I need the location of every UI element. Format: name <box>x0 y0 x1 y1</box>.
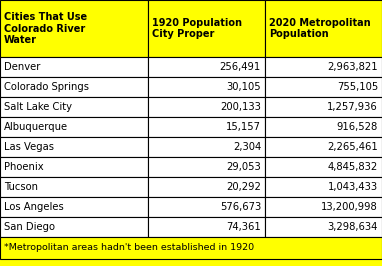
Text: 20,292: 20,292 <box>226 182 261 192</box>
Bar <box>0 217 148 237</box>
Bar <box>148 77 265 97</box>
Text: 1,257,936: 1,257,936 <box>327 102 378 112</box>
Text: 29,053: 29,053 <box>226 162 261 172</box>
Bar <box>0 177 148 197</box>
Bar <box>265 117 382 137</box>
Bar <box>148 117 265 137</box>
Bar <box>265 197 382 217</box>
Bar <box>265 137 382 157</box>
Text: 755,105: 755,105 <box>337 82 378 92</box>
Text: Los Angeles: Los Angeles <box>4 202 64 212</box>
Text: 916,528: 916,528 <box>337 122 378 132</box>
Text: 15,157: 15,157 <box>226 122 261 132</box>
Text: Colorado Springs: Colorado Springs <box>4 82 89 92</box>
Text: Albuquerque: Albuquerque <box>4 122 68 132</box>
Bar <box>148 97 265 117</box>
Bar <box>265 157 382 177</box>
Text: 2,963,821: 2,963,821 <box>327 62 378 72</box>
Text: 2,265,461: 2,265,461 <box>327 142 378 152</box>
Bar <box>0 237 382 259</box>
Text: 200,133: 200,133 <box>220 102 261 112</box>
Text: *Metropolitan areas hadn't been established in 1920: *Metropolitan areas hadn't been establis… <box>4 243 254 252</box>
Bar <box>148 157 265 177</box>
Text: Salt Lake City: Salt Lake City <box>4 102 72 112</box>
Bar <box>265 97 382 117</box>
Text: Las Vegas: Las Vegas <box>4 142 54 152</box>
Bar <box>265 77 382 97</box>
Bar <box>148 177 265 197</box>
Text: 576,673: 576,673 <box>220 202 261 212</box>
Text: 13,200,998: 13,200,998 <box>321 202 378 212</box>
Text: 2020 Metropolitan
Population: 2020 Metropolitan Population <box>269 18 371 39</box>
Bar <box>0 137 148 157</box>
Text: 74,361: 74,361 <box>226 222 261 232</box>
Bar <box>0 197 148 217</box>
Bar <box>0 97 148 117</box>
Text: 256,491: 256,491 <box>220 62 261 72</box>
Bar <box>148 137 265 157</box>
Text: Cities That Use
Colorado River
Water: Cities That Use Colorado River Water <box>4 12 87 45</box>
Bar <box>0 117 148 137</box>
Bar <box>148 217 265 237</box>
Text: Tucson: Tucson <box>4 182 38 192</box>
Text: 4,845,832: 4,845,832 <box>328 162 378 172</box>
Bar <box>265 57 382 77</box>
Bar <box>265 177 382 197</box>
Bar <box>0 77 148 97</box>
Text: 1920 Population
City Proper: 1920 Population City Proper <box>152 18 242 39</box>
Bar <box>0 57 148 77</box>
Text: Phoenix: Phoenix <box>4 162 44 172</box>
Text: San Diego: San Diego <box>4 222 55 232</box>
Text: 2,304: 2,304 <box>233 142 261 152</box>
Text: 1,043,433: 1,043,433 <box>328 182 378 192</box>
Bar <box>148 0 265 57</box>
Text: Denver: Denver <box>4 62 40 72</box>
Bar <box>148 57 265 77</box>
Bar <box>0 157 148 177</box>
Text: 30,105: 30,105 <box>227 82 261 92</box>
Bar <box>0 0 148 57</box>
Bar <box>148 197 265 217</box>
Bar <box>265 217 382 237</box>
Bar <box>265 0 382 57</box>
Text: 3,298,634: 3,298,634 <box>328 222 378 232</box>
